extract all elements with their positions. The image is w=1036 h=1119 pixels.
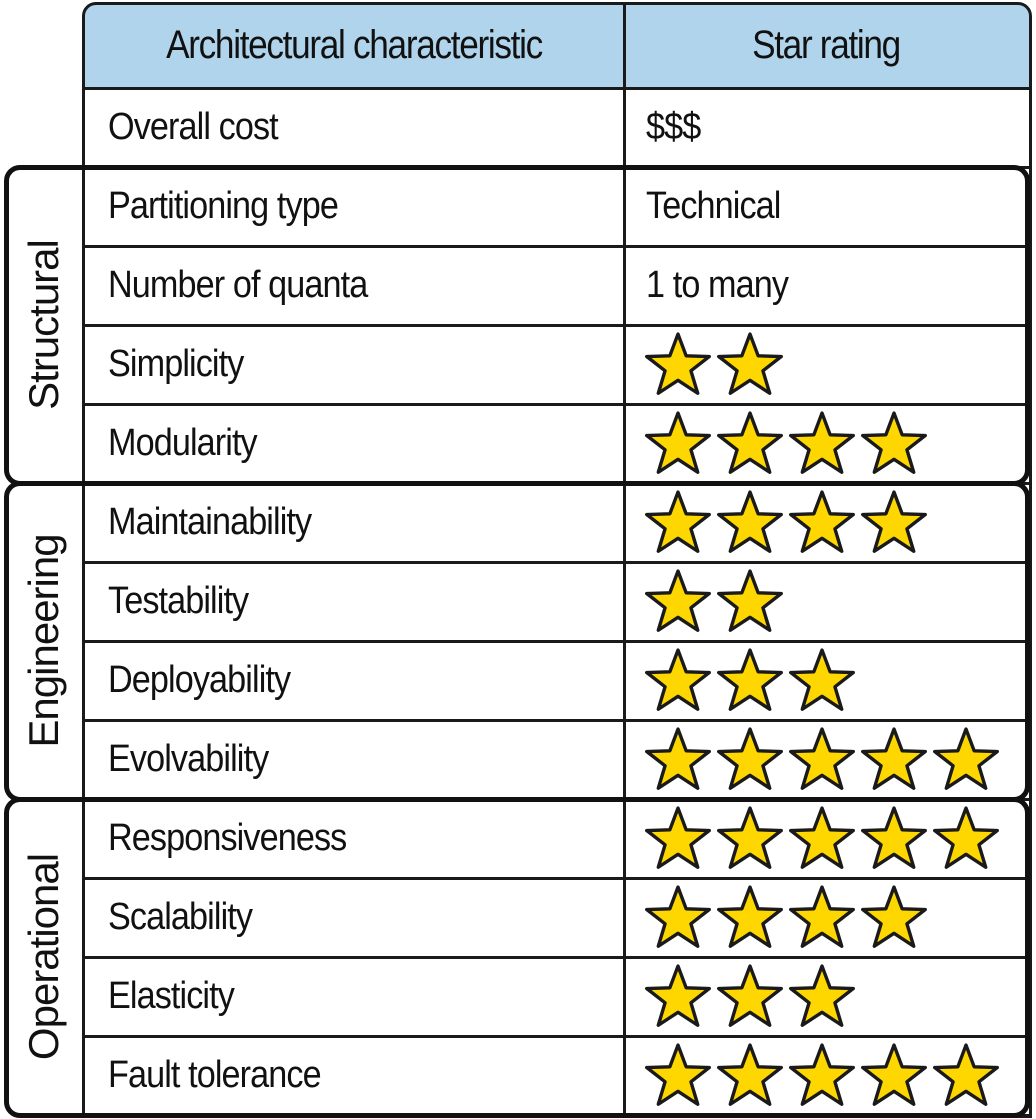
row-value: $$$ xyxy=(646,105,701,148)
star-icon xyxy=(788,488,856,556)
star-icon xyxy=(788,804,856,872)
star-rating xyxy=(644,799,1000,877)
star-rating xyxy=(644,878,928,956)
star-rating xyxy=(644,720,1000,798)
star-icon xyxy=(788,725,856,793)
star-rating xyxy=(644,404,928,482)
star-icon xyxy=(644,330,712,398)
row-divider xyxy=(82,1035,1032,1038)
header-star-rating: Star rating xyxy=(752,22,901,67)
group-label: Engineering xyxy=(20,534,67,748)
row-divider xyxy=(82,403,1032,406)
row-label: Overall cost xyxy=(108,105,279,148)
star-icon xyxy=(932,1041,1000,1109)
row-value: 1 to many xyxy=(646,263,789,306)
star-icon xyxy=(716,962,784,1030)
row-divider xyxy=(82,324,1032,327)
row-divider xyxy=(82,245,1032,248)
star-icon xyxy=(716,488,784,556)
star-icon xyxy=(644,725,712,793)
star-icon xyxy=(716,725,784,793)
star-icon xyxy=(644,883,712,951)
row-value: Technical xyxy=(646,184,781,227)
row-label: Evolvability xyxy=(108,737,269,780)
star-icon xyxy=(716,567,784,635)
table-header-background xyxy=(82,2,1030,88)
header-characteristic: Architectural characteristic xyxy=(166,22,543,67)
star-icon xyxy=(644,488,712,556)
star-icon xyxy=(860,883,928,951)
group-label: Structural xyxy=(20,240,67,410)
star-icon xyxy=(860,1041,928,1109)
star-icon xyxy=(788,962,856,1030)
star-icon xyxy=(932,804,1000,872)
star-rating xyxy=(644,1036,1000,1114)
row-label: Partitioning type xyxy=(108,184,339,227)
star-icon xyxy=(644,567,712,635)
star-icon xyxy=(716,330,784,398)
row-divider xyxy=(82,87,1032,90)
row-divider xyxy=(82,640,1032,643)
group-box-structural xyxy=(4,165,1030,486)
star-rating xyxy=(644,562,784,640)
star-icon xyxy=(788,409,856,477)
star-icon xyxy=(644,646,712,714)
row-label: Deployability xyxy=(108,658,291,701)
star-icon xyxy=(716,804,784,872)
group-box-operational xyxy=(4,797,1030,1118)
star-rating xyxy=(644,641,856,719)
row-label: Testability xyxy=(108,579,249,622)
row-divider xyxy=(82,561,1032,564)
star-icon xyxy=(716,409,784,477)
row-label: Simplicity xyxy=(108,342,244,385)
row-label: Elasticity xyxy=(108,974,235,1017)
star-icon xyxy=(644,409,712,477)
star-rating xyxy=(644,325,784,403)
star-icon xyxy=(860,725,928,793)
star-icon xyxy=(644,962,712,1030)
star-icon xyxy=(716,1041,784,1109)
star-icon xyxy=(860,409,928,477)
row-label: Fault tolerance xyxy=(108,1053,322,1096)
star-icon xyxy=(644,804,712,872)
star-icon xyxy=(860,488,928,556)
star-icon xyxy=(788,646,856,714)
star-icon xyxy=(788,883,856,951)
column-divider xyxy=(623,2,626,1115)
row-divider xyxy=(82,956,1032,959)
group-label: Operational xyxy=(20,853,67,1061)
star-icon xyxy=(860,804,928,872)
row-divider xyxy=(82,719,1032,722)
row-label: Scalability xyxy=(108,895,253,938)
row-label: Maintainability xyxy=(108,500,312,543)
row-label: Responsiveness xyxy=(108,816,347,859)
star-icon xyxy=(716,646,784,714)
star-icon xyxy=(932,725,1000,793)
row-label: Number of quanta xyxy=(108,263,368,306)
star-icon xyxy=(716,883,784,951)
row-divider xyxy=(82,877,1032,880)
star-icon xyxy=(644,1041,712,1109)
star-icon xyxy=(788,1041,856,1109)
star-rating xyxy=(644,483,928,561)
group-box-engineering xyxy=(4,481,1030,802)
star-rating xyxy=(644,957,856,1035)
row-label: Modularity xyxy=(108,421,258,464)
